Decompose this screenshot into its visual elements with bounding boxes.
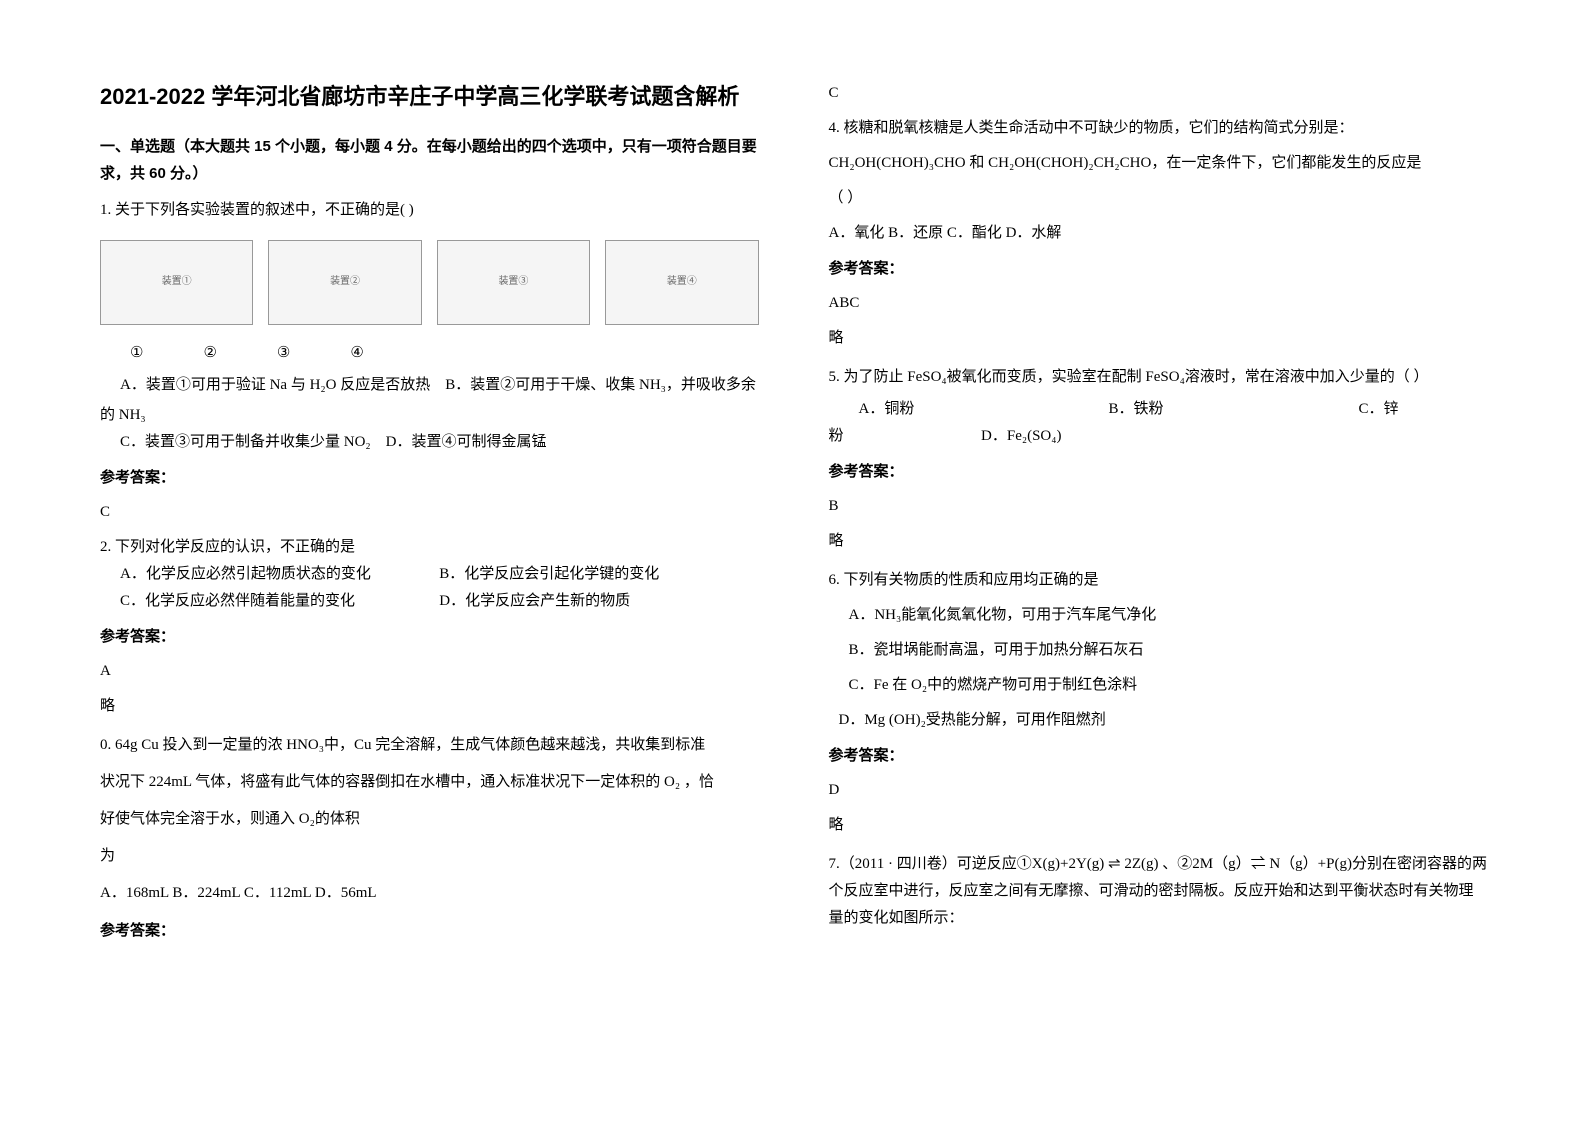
q3-answer-label: 参考答案： <box>100 917 759 944</box>
q4-stem2: CH₂OH(CHOH)₃CHO 和 CH₂OH(CHOH)₂CH₂CHO，在一定… <box>829 150 1488 177</box>
q2-optC: C．化学反应必然伴随着能量的变化 <box>120 588 439 615</box>
q4-answer-label: 参考答案： <box>829 255 1488 282</box>
q3-stem1: 0. 64g Cu 投入到一定量的浓 HNO₃中，Cu 完全溶解，生成气体颜色越… <box>100 732 759 759</box>
q5-optA: A．铜粉 <box>859 396 1059 423</box>
q6-stem: 6. 下列有关物质的性质和应用均正确的是 <box>829 567 1488 594</box>
q2-optA: A．化学反应必然引起物质状态的变化 <box>120 561 439 588</box>
question-4: 4. 核糖和脱氧核糖是人类生命活动中不可缺少的物质，它们的结构简式分别是： CH… <box>829 115 1488 352</box>
apparatus-image-1: 装置① <box>100 240 253 325</box>
circle-2: ② <box>203 340 216 367</box>
q1-opt-ab: A．装置①可用于验证 Na 与 H₂O 反应是否放热 B．装置②可用于干燥、收集… <box>100 372 759 399</box>
q5-answer: B <box>829 493 1488 520</box>
circle-3: ③ <box>277 340 290 367</box>
q1-opt-cd: C．装置③可用于制备并收集少量 NO₂ D．装置④可制得金属锰 <box>100 429 759 456</box>
question-1: 1. 关于下列各实验装置的叙述中，不正确的是( ) 装置① 装置② 装置③ 装置… <box>100 197 759 526</box>
section-header: 一、单选题（本大题共 15 个小题，每小题 4 分。在每小题给出的四个选项中，只… <box>100 133 759 187</box>
q3-options: A．168mL B．224mL C．112mL D．56mL <box>100 880 759 907</box>
circle-labels: ① ② ③ ④ <box>100 340 759 367</box>
question-3: 0. 64g Cu 投入到一定量的浓 HNO₃中，Cu 完全溶解，生成气体颜色越… <box>100 732 759 944</box>
q4-stem1: 4. 核糖和脱氧核糖是人类生命活动中不可缺少的物质，它们的结构简式分别是： <box>829 115 1488 142</box>
q2-answer-label: 参考答案： <box>100 623 759 650</box>
q1-stem: 1. 关于下列各实验装置的叙述中，不正确的是( ) <box>100 197 759 224</box>
q2-omit: 略 <box>100 693 759 720</box>
q5-stem: 5. 为了防止 FeSO₄被氧化而变质，实验室在配制 FeSO₄溶液时，常在溶液… <box>829 364 1488 391</box>
q4-answer: ABC <box>829 290 1488 317</box>
exam-page: 2021-2022 学年河北省廊坊市辛庄子中学高三化学联考试题含解析 一、单选题… <box>100 80 1487 952</box>
q5-optB: B．铁粉 <box>1109 396 1309 423</box>
q6-optD: D．Mg (OH)₂受热能分解，可用作阻燃剂 <box>829 707 1488 734</box>
q5-options-row2: 粉 D．Fe₂(SO₄) <box>829 423 1488 450</box>
q6-answer: D <box>829 777 1488 804</box>
q6-optA: A．NH₃能氧化氮氧化物，可用于汽车尾气净化 <box>829 602 1488 629</box>
question-7: 7.（2011 · 四川卷）可逆反应①X(g)+2Y(g) ⇌ 2Z(g) 、②… <box>829 851 1488 932</box>
apparatus-image-3: 装置③ <box>437 240 590 325</box>
q4-stem3: （ ） <box>829 185 1488 212</box>
q3-stem2: 状况下 224mL 气体，将盛有此气体的容器倒扣在水槽中，通入标准状况下一定体积… <box>100 769 759 796</box>
q2-stem: 2. 下列对化学反应的认识，不正确的是 <box>100 534 759 561</box>
q7-stem: 7.（2011 · 四川卷）可逆反应①X(g)+2Y(g) ⇌ 2Z(g) 、②… <box>829 851 1488 932</box>
q3-stem4: 为 <box>100 843 759 870</box>
q1-opt-b2: 的 NH₃ <box>100 402 759 429</box>
question-2: 2. 下列对化学反应的认识，不正确的是 A．化学反应必然引起物质状态的变化 B．… <box>100 534 759 720</box>
left-column: 2021-2022 学年河北省廊坊市辛庄子中学高三化学联考试题含解析 一、单选题… <box>100 80 759 952</box>
q6-optC: C．Fe 在 O₂中的燃烧产物可用于制红色涂料 <box>829 672 1488 699</box>
q5-optC2: 粉 <box>829 428 844 444</box>
q5-omit: 略 <box>829 528 1488 555</box>
q1-options: A．装置①可用于验证 Na 与 H₂O 反应是否放热 B．装置②可用于干燥、收集… <box>100 372 759 456</box>
document-title: 2021-2022 学年河北省廊坊市辛庄子中学高三化学联考试题含解析 <box>100 80 759 113</box>
q6-omit: 略 <box>829 812 1488 839</box>
apparatus-image-2: 装置② <box>268 240 421 325</box>
q5-options-row1: A．铜粉 B．铁粉 C．锌 <box>829 396 1488 423</box>
q6-optB: B．瓷坩埚能耐高温，可用于加热分解石灰石 <box>829 637 1488 664</box>
question-5: 5. 为了防止 FeSO₄被氧化而变质，实验室在配制 FeSO₄溶液时，常在溶液… <box>829 364 1488 555</box>
q4-options: A．氧化 B．还原 C．酯化 D．水解 <box>829 220 1488 247</box>
q2-optD: D．化学反应会产生新的物质 <box>439 588 758 615</box>
q5-optD: D．Fe₂(SO₄) <box>981 428 1061 444</box>
circle-4: ④ <box>350 340 363 367</box>
q6-answer-label: 参考答案： <box>829 742 1488 769</box>
q3-answer: C <box>829 80 1488 107</box>
question-6: 6. 下列有关物质的性质和应用均正确的是 A．NH₃能氧化氮氧化物，可用于汽车尾… <box>829 567 1488 839</box>
apparatus-image-4: 装置④ <box>605 240 758 325</box>
q2-row1: A．化学反应必然引起物质状态的变化 B．化学反应会引起化学键的变化 <box>100 561 759 588</box>
right-column: C 4. 核糖和脱氧核糖是人类生命活动中不可缺少的物质，它们的结构简式分别是： … <box>829 80 1488 952</box>
q3-stem3: 好使气体完全溶于水，则通入 O₂的体积 <box>100 806 759 833</box>
q2-answer: A <box>100 658 759 685</box>
q1-images: 装置① 装置② 装置③ 装置④ <box>100 232 759 332</box>
circle-1: ① <box>130 340 143 367</box>
q2-row2: C．化学反应必然伴随着能量的变化 D．化学反应会产生新的物质 <box>100 588 759 615</box>
q1-answer-label: 参考答案： <box>100 464 759 491</box>
q1-answer: C <box>100 499 759 526</box>
q5-optC: C．锌 <box>1359 396 1399 423</box>
q2-optB: B．化学反应会引起化学键的变化 <box>439 561 758 588</box>
q4-omit: 略 <box>829 325 1488 352</box>
q5-answer-label: 参考答案： <box>829 458 1488 485</box>
